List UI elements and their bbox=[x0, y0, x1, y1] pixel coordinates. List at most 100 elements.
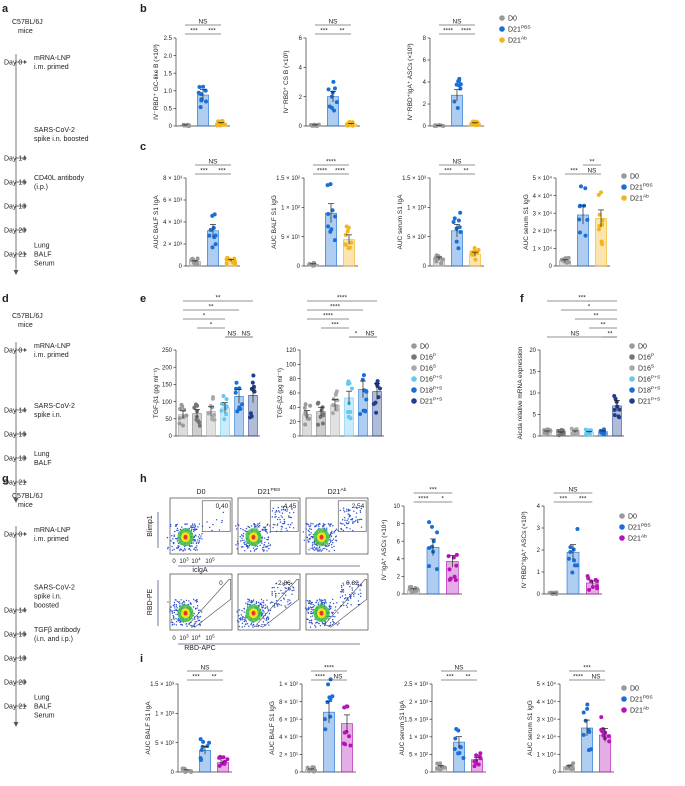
flow-event bbox=[173, 601, 176, 604]
flow-event bbox=[195, 547, 198, 549]
data-point bbox=[197, 420, 202, 425]
data-point bbox=[197, 84, 202, 89]
data-point bbox=[223, 406, 228, 411]
data-point bbox=[585, 217, 590, 222]
data-point bbox=[304, 413, 309, 418]
flow-event bbox=[196, 616, 199, 618]
density-core bbox=[319, 610, 324, 616]
flow-event bbox=[254, 527, 256, 529]
flow-event bbox=[356, 519, 359, 521]
sig-label: *** bbox=[218, 168, 226, 175]
flow-event bbox=[324, 547, 326, 550]
data-point bbox=[451, 219, 456, 224]
data-point bbox=[198, 105, 203, 110]
chart-c-4: 0 5 × 10¹ 1 × 10² 1.5 × 10² AUC BALF S1 IgG *… bbox=[271, 159, 358, 270]
flow-event bbox=[349, 585, 351, 588]
sig-label: **** bbox=[326, 159, 337, 166]
flow-event bbox=[246, 545, 249, 548]
data-point bbox=[554, 592, 559, 596]
data-point bbox=[190, 256, 195, 261]
density-core bbox=[183, 534, 188, 540]
flow-event bbox=[308, 620, 311, 622]
sig-label: **** bbox=[337, 295, 348, 302]
legend-b: D21PBS bbox=[508, 25, 531, 34]
data-point bbox=[600, 218, 605, 223]
flow-event bbox=[320, 602, 323, 604]
flow-event bbox=[345, 604, 348, 607]
y-axis-label: AUC serum S1 IgA bbox=[397, 194, 404, 250]
flow-event bbox=[360, 507, 363, 510]
legend-f: D0 bbox=[638, 344, 647, 351]
flow-event bbox=[324, 600, 327, 602]
legend-marker bbox=[621, 696, 627, 702]
flow-event bbox=[346, 510, 348, 512]
panel-letter-h: h bbox=[140, 473, 147, 485]
flow-event bbox=[171, 545, 173, 548]
flow-event bbox=[176, 547, 179, 549]
y-axis-label: AUC serum S1 IgG bbox=[523, 194, 530, 250]
day-label: Day 21 bbox=[4, 704, 26, 711]
flow-event bbox=[257, 601, 260, 604]
data-point bbox=[192, 405, 197, 410]
arrow-head bbox=[13, 498, 19, 503]
flow-event bbox=[278, 516, 280, 519]
flow-event bbox=[275, 596, 277, 598]
legend-e: D16P+S bbox=[420, 375, 443, 384]
day-label: Day 21 bbox=[4, 480, 26, 487]
flow-event bbox=[284, 509, 287, 512]
flow-event bbox=[320, 599, 322, 601]
flow-event bbox=[247, 601, 249, 603]
data-point bbox=[473, 123, 478, 128]
flow-event bbox=[280, 528, 283, 530]
legend-i: D21PBS bbox=[630, 695, 653, 704]
flow-event bbox=[173, 605, 175, 607]
data-point bbox=[601, 430, 606, 435]
flow-event bbox=[319, 549, 321, 552]
flow-event bbox=[336, 602, 338, 604]
flow-event bbox=[280, 589, 282, 592]
y-tick-label: 100 bbox=[286, 363, 297, 369]
sig-label: **** bbox=[317, 168, 328, 175]
flow-event bbox=[324, 599, 326, 601]
data-point bbox=[181, 414, 186, 419]
y-tick-label: 5 × 10² bbox=[155, 741, 174, 747]
flow-event bbox=[248, 625, 250, 627]
data-point bbox=[210, 396, 215, 401]
data-point bbox=[474, 753, 479, 758]
flow-event bbox=[247, 525, 249, 528]
data-point bbox=[458, 230, 463, 235]
flow-event bbox=[261, 601, 263, 603]
flow-event bbox=[288, 603, 291, 605]
y-axis-label: IV⁻RBD⁺ GC-like B (×10³) bbox=[153, 44, 160, 120]
legend-f: D16P+S bbox=[638, 375, 661, 384]
legend-h: D21PBS bbox=[628, 523, 651, 532]
data-point bbox=[349, 240, 354, 245]
y-tick-label: 100 bbox=[162, 400, 173, 406]
data-point bbox=[452, 574, 457, 579]
flow-event bbox=[192, 528, 195, 531]
flow-event bbox=[329, 624, 332, 626]
flow-event bbox=[194, 529, 196, 532]
flow-event bbox=[311, 615, 314, 617]
flow-event bbox=[252, 599, 255, 601]
flow-event bbox=[318, 598, 321, 601]
day-label: Day 16 bbox=[4, 432, 26, 439]
flow-event bbox=[257, 523, 259, 525]
flow-event bbox=[306, 536, 308, 539]
flow-event bbox=[179, 602, 181, 605]
event-label: BALF bbox=[34, 460, 52, 467]
y-tick-label: 3 bbox=[537, 526, 541, 532]
legend-marker bbox=[499, 26, 505, 32]
sig-label: * bbox=[203, 313, 206, 320]
flow-event bbox=[264, 541, 266, 544]
flow-plot: 2.54 bbox=[302, 497, 369, 555]
flow-event bbox=[310, 608, 313, 610]
data-point bbox=[233, 390, 238, 395]
flow-event bbox=[314, 525, 316, 527]
flow-event bbox=[314, 626, 317, 628]
flow-event bbox=[272, 526, 274, 529]
flow-event bbox=[351, 517, 354, 520]
flow-event bbox=[260, 598, 263, 601]
flow-event bbox=[325, 527, 328, 529]
data-point bbox=[568, 550, 573, 555]
